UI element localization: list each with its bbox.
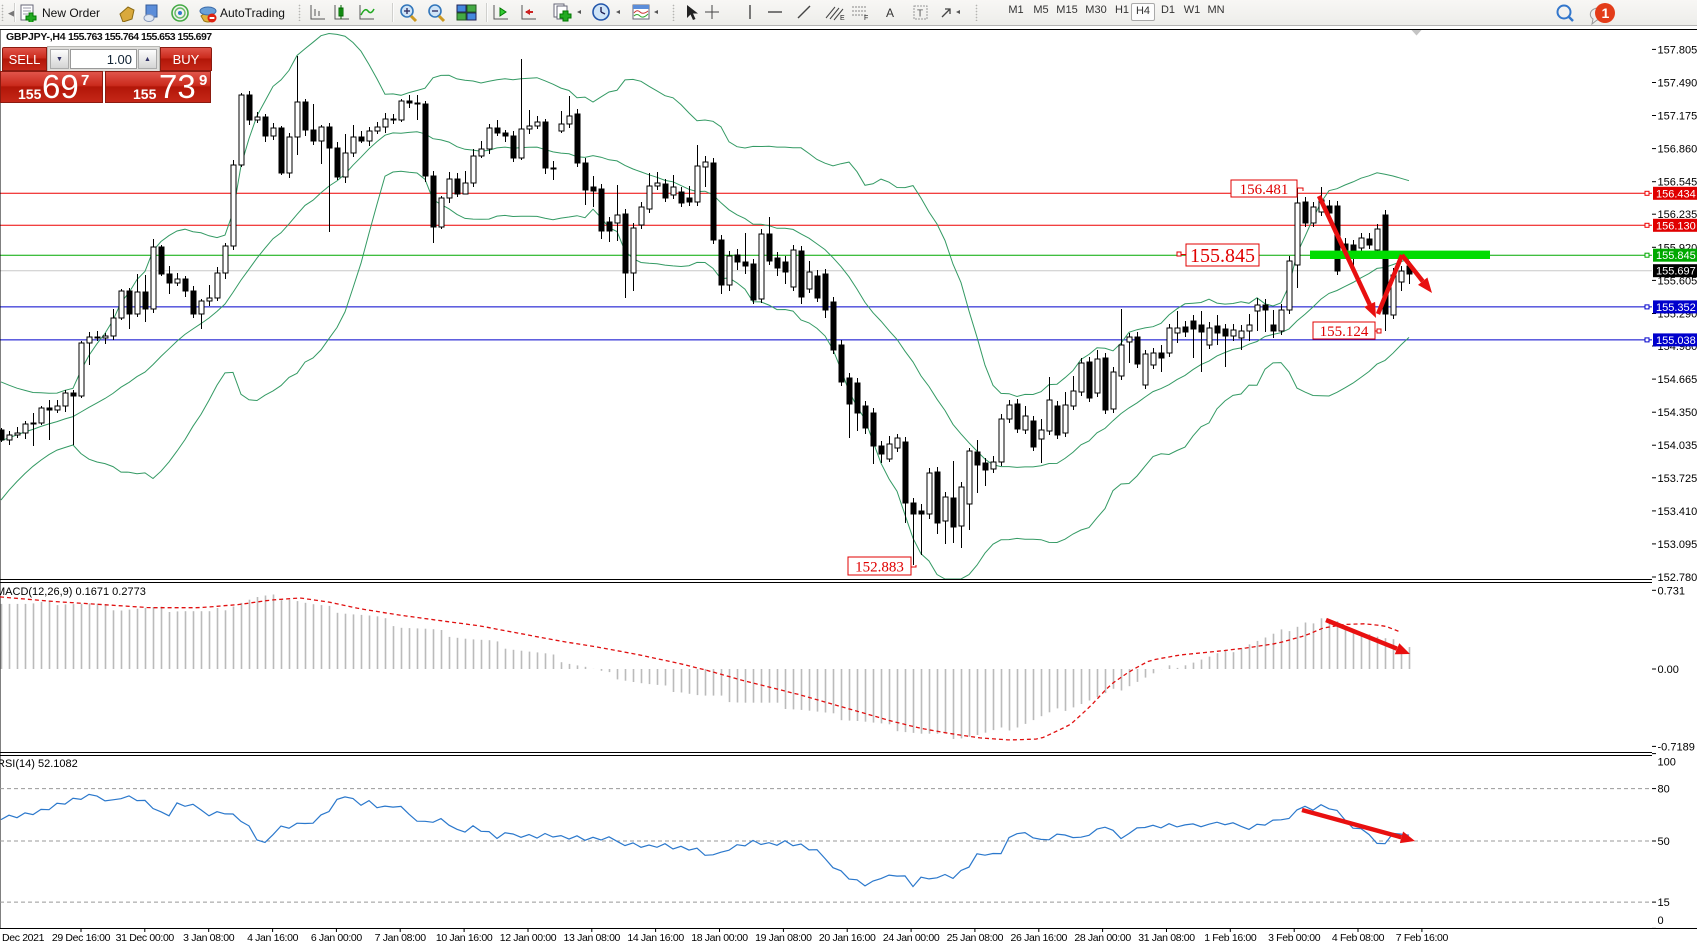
svg-text:1 Feb 16:00: 1 Feb 16:00	[1204, 932, 1257, 944]
svg-text:Dec 2021: Dec 2021	[2, 932, 45, 944]
svg-text:0.731: 0.731	[1658, 585, 1686, 597]
svg-text:31 Dec 00:00: 31 Dec 00:00	[116, 932, 175, 944]
svg-text:0: 0	[1658, 915, 1664, 927]
svg-text:3 Feb 00:00: 3 Feb 00:00	[1268, 932, 1321, 944]
svg-text:0.00: 0.00	[1658, 664, 1679, 676]
svg-text:E: E	[840, 15, 845, 22]
svg-text:155.697: 155.697	[1656, 266, 1696, 278]
svg-text:155.352: 155.352	[1656, 302, 1696, 314]
svg-text:156.860: 156.860	[1658, 144, 1697, 156]
svg-text:155.124: 155.124	[1320, 324, 1369, 340]
svg-text:157.175: 157.175	[1658, 111, 1697, 123]
svg-text:F: F	[864, 15, 868, 22]
svg-text:GBPJPY-,H4: GBPJPY-,H4	[6, 31, 66, 43]
svg-text:24 Jan 00:00: 24 Jan 00:00	[883, 932, 940, 944]
svg-text:A: A	[886, 6, 894, 20]
svg-text:26 Jan 16:00: 26 Jan 16:00	[1011, 932, 1068, 944]
svg-text:156.130: 156.130	[1656, 220, 1696, 232]
svg-text:153.725: 153.725	[1658, 473, 1697, 485]
svg-text:7 Feb 16:00: 7 Feb 16:00	[1396, 932, 1449, 944]
svg-text:1: 1	[1602, 5, 1610, 21]
svg-text:152.780: 152.780	[1658, 572, 1697, 584]
svg-text:4 Jan 16:00: 4 Jan 16:00	[247, 932, 299, 944]
svg-text:12 Jan 00:00: 12 Jan 00:00	[500, 932, 557, 944]
svg-text:15: 15	[1658, 897, 1670, 909]
svg-text:156.481: 156.481	[1240, 182, 1289, 198]
svg-text:31 Jan 08:00: 31 Jan 08:00	[1138, 932, 1195, 944]
svg-text:6 Jan 00:00: 6 Jan 00:00	[311, 932, 363, 944]
svg-text:19 Jan 08:00: 19 Jan 08:00	[755, 932, 812, 944]
svg-text:154.035: 154.035	[1658, 440, 1697, 452]
svg-text:10 Jan 16:00: 10 Jan 16:00	[436, 932, 493, 944]
svg-text:T: T	[917, 9, 923, 20]
svg-text:-0.7189: -0.7189	[1658, 741, 1695, 753]
svg-text:154.350: 154.350	[1658, 407, 1697, 419]
svg-text:7 Jan 08:00: 7 Jan 08:00	[375, 932, 427, 944]
svg-text:4 Feb 08:00: 4 Feb 08:00	[1332, 932, 1385, 944]
svg-text:155.845: 155.845	[1656, 250, 1696, 262]
svg-text:100: 100	[1658, 757, 1676, 769]
svg-text:155.845: 155.845	[1190, 245, 1255, 267]
svg-text:157.805: 157.805	[1658, 44, 1697, 56]
svg-text:153.410: 153.410	[1658, 506, 1697, 518]
svg-text:154.665: 154.665	[1658, 374, 1697, 386]
svg-text:14 Jan 16:00: 14 Jan 16:00	[627, 932, 684, 944]
svg-text:155.763 155.764 155.653 155.69: 155.763 155.764 155.653 155.697	[68, 31, 212, 43]
svg-text:156.434: 156.434	[1656, 188, 1696, 200]
svg-text:20 Jan 16:00: 20 Jan 16:00	[819, 932, 876, 944]
svg-text:13 Jan 08:00: 13 Jan 08:00	[564, 932, 621, 944]
svg-text:RSI(14) 52.1082: RSI(14) 52.1082	[0, 758, 78, 770]
svg-text:29 Dec 16:00: 29 Dec 16:00	[52, 932, 111, 944]
svg-text:153.095: 153.095	[1658, 539, 1697, 551]
svg-text:MACD(12,26,9) 0.1671 0.2773: MACD(12,26,9) 0.1671 0.2773	[0, 586, 146, 598]
svg-text:80: 80	[1658, 784, 1670, 796]
svg-text:50: 50	[1658, 836, 1670, 848]
svg-text:28 Jan 00:00: 28 Jan 00:00	[1074, 932, 1131, 944]
svg-text:3 Jan 08:00: 3 Jan 08:00	[183, 932, 235, 944]
svg-text:18 Jan 00:00: 18 Jan 00:00	[691, 932, 748, 944]
svg-text:155.038: 155.038	[1656, 335, 1696, 347]
svg-text:157.490: 157.490	[1658, 78, 1697, 90]
svg-text:152.883: 152.883	[855, 559, 904, 575]
svg-text:25 Jan 08:00: 25 Jan 08:00	[947, 932, 1004, 944]
